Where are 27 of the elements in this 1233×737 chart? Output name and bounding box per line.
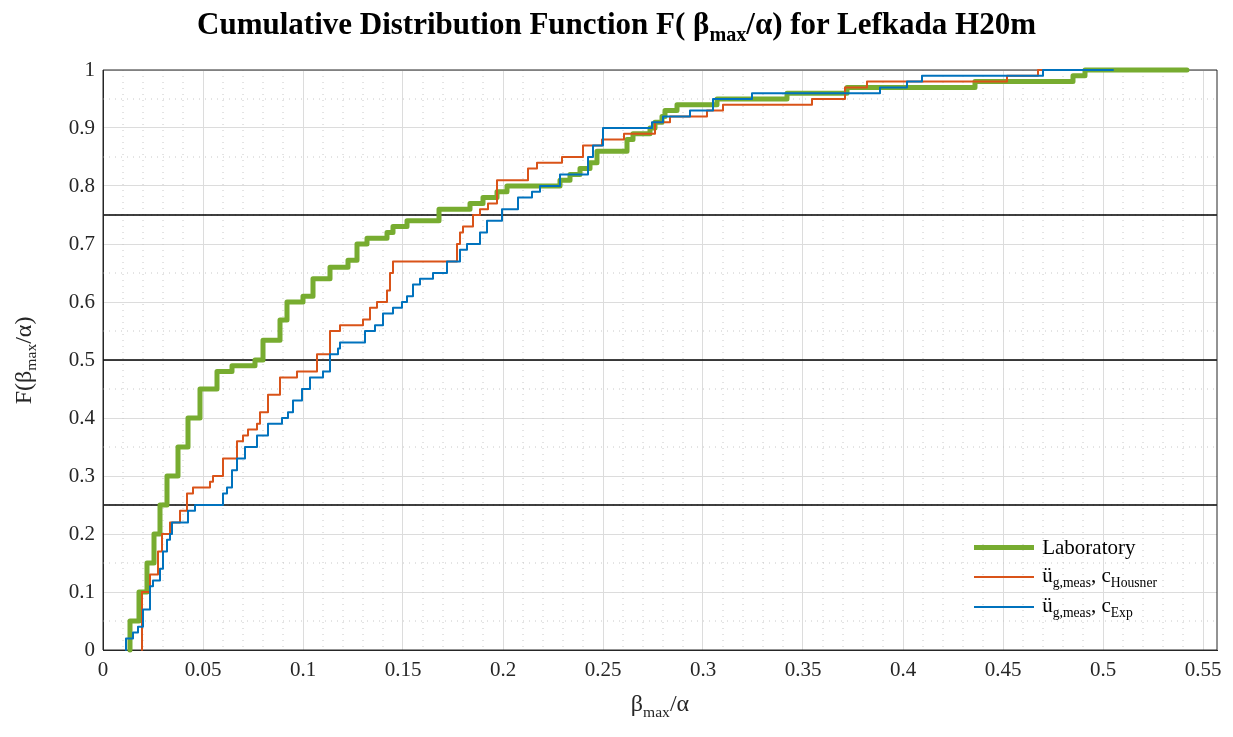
x-tick-label: 0.25 bbox=[584, 657, 622, 682]
x-tick-label: 0.2 bbox=[489, 657, 517, 682]
y-tick-label: 0.3 bbox=[68, 462, 95, 487]
y-tick-label: 0.4 bbox=[68, 404, 96, 429]
y-tick-label: 0 bbox=[84, 636, 95, 661]
legend-label: Laboratory bbox=[1042, 534, 1136, 560]
x-tick-label: 0.4 bbox=[889, 657, 917, 682]
x-tick-label: 0.55 bbox=[1184, 657, 1222, 682]
y-tick-label: 0.8 bbox=[68, 172, 95, 197]
x-tick-label: 0.3 bbox=[689, 657, 717, 682]
x-tick-label: 0.35 bbox=[784, 657, 822, 682]
legend-label: ü$_{g,meas}$, c$_{Exp}$ bbox=[1042, 592, 1133, 622]
y-tick-label: 0.9 bbox=[68, 114, 95, 139]
x-tick-label: 0.45 bbox=[984, 657, 1022, 682]
x-tick-label: 0.1 bbox=[289, 657, 317, 682]
x-axis-title: β$_{max}$/α bbox=[629, 690, 691, 721]
y-tick-label: 0.1 bbox=[68, 578, 95, 603]
y-tick-label: 1 bbox=[84, 56, 95, 81]
x-tick-label: 0.5 bbox=[1089, 657, 1117, 682]
x-tick-label: 0.05 bbox=[184, 657, 222, 682]
y-tick-label: 0.2 bbox=[68, 520, 95, 545]
y-tick-label: 0.6 bbox=[68, 288, 95, 313]
chart-title: Cumulative Distribution Function F( β$_{max}$/α) for Lefkada H20m bbox=[196, 6, 1037, 47]
y-tick-label: 0.5 bbox=[68, 346, 95, 371]
x-tick-label: 0.15 bbox=[384, 657, 422, 682]
legend-label: ü$_{g,meas}$, c$_{Housner}$ bbox=[1042, 562, 1157, 592]
y-tick-label: 0.7 bbox=[68, 230, 95, 255]
